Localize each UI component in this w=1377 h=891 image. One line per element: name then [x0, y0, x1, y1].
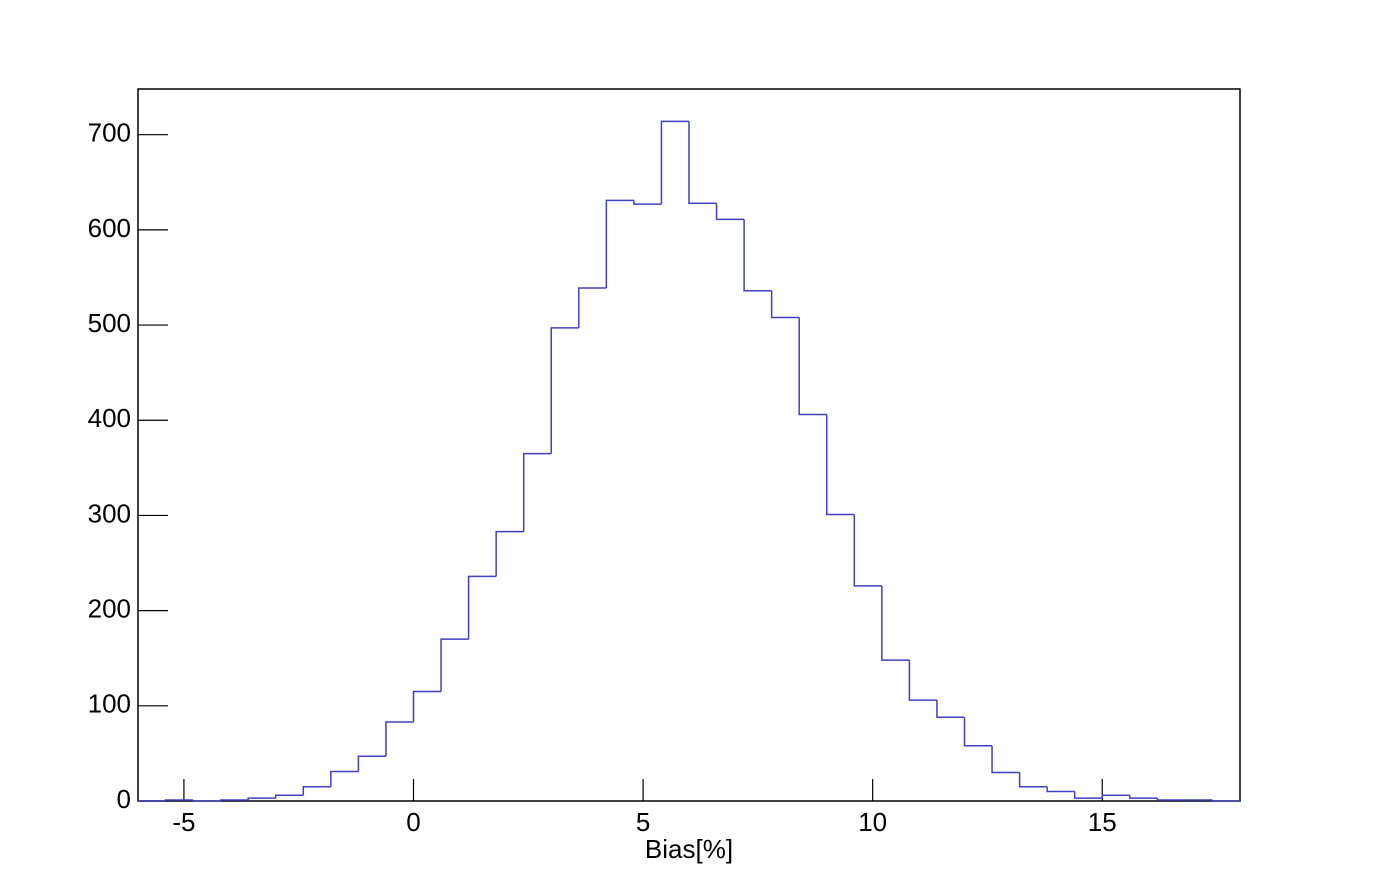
histogram-bin [219, 799, 249, 801]
histogram-bin [853, 514, 882, 587]
histogram-bin [550, 327, 579, 454]
y-tick-label: 500 [88, 308, 131, 338]
histogram-bin [826, 414, 855, 516]
x-tick-label: 5 [636, 807, 650, 837]
x-tick-label: 0 [406, 807, 420, 837]
histogram-bin [412, 690, 442, 722]
y-tick-label: 0 [117, 784, 131, 814]
histogram-bin [440, 638, 469, 692]
y-tick-label: 300 [88, 498, 131, 528]
histogram-bin [633, 200, 662, 205]
y-tick-label: 200 [88, 594, 131, 624]
histogram-bin [688, 121, 717, 204]
x-tick-label: 15 [1088, 807, 1117, 837]
y-tick-label: 600 [88, 213, 131, 243]
histogram-bin [1018, 772, 1048, 788]
histogram-bin [275, 794, 304, 799]
histogram-bin [192, 800, 221, 802]
histogram-bin [467, 575, 497, 640]
histogram-bin [936, 700, 965, 718]
y-tick-label: 100 [88, 689, 131, 719]
histogram-bin [1101, 794, 1130, 799]
y-tick-label: 400 [88, 403, 131, 433]
histogram-bin [770, 290, 800, 319]
histogram-bin [247, 797, 276, 801]
histogram-bin [743, 219, 772, 292]
x-tick-label: -5 [172, 807, 195, 837]
histogram-bin [164, 799, 194, 801]
histogram-bin [1046, 786, 1075, 793]
histogram-bin [715, 203, 745, 221]
x-axis-label: Bias[%] [645, 834, 733, 864]
histogram-bin [605, 199, 634, 288]
histogram-bin [522, 452, 552, 532]
histogram-bin [1129, 795, 1158, 799]
y-tick-label: 700 [88, 118, 131, 148]
histogram-bin [908, 660, 937, 701]
histogram-bin [578, 287, 607, 328]
histogram-bin [357, 755, 386, 772]
histogram-bin [385, 721, 414, 757]
histogram-bin [881, 585, 910, 661]
plot-frame [137, 88, 1241, 802]
histogram-bin [991, 745, 1020, 774]
x-tick-label: 10 [858, 807, 887, 837]
histogram-bin [330, 770, 359, 787]
histogram-bin [495, 530, 524, 577]
histogram-bin [302, 785, 331, 796]
histogram-bin [1211, 800, 1240, 802]
histogram-bin [963, 717, 993, 747]
histogram-bin [1156, 798, 1185, 801]
histogram-bin [1073, 791, 1103, 799]
histogram-bin [798, 317, 827, 416]
histogram-bin [660, 120, 689, 205]
